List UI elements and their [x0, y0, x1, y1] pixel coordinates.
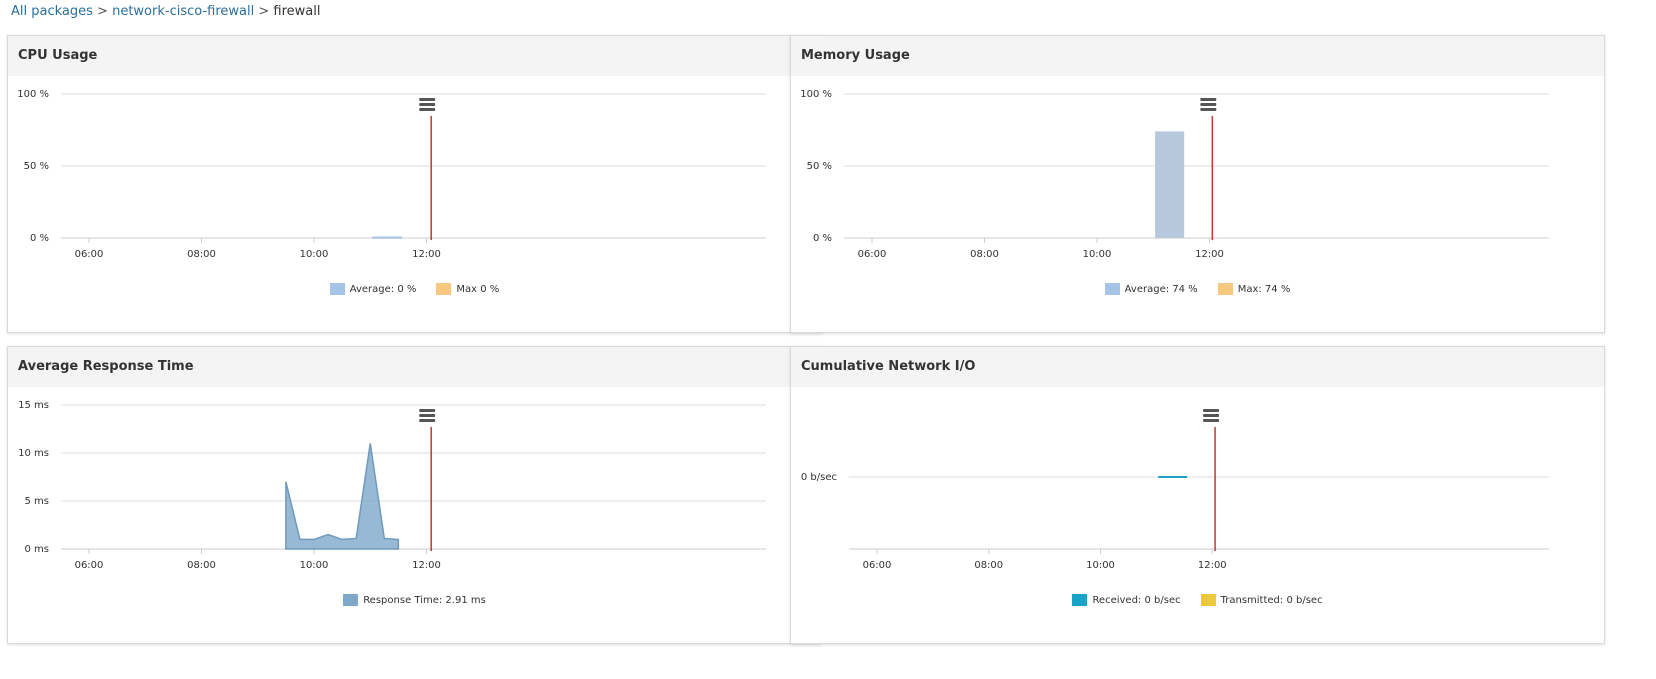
y-tick-label: 0 ms	[25, 544, 50, 555]
legend-swatch-average	[1104, 283, 1120, 295]
y-tick-label: 15 ms	[18, 400, 49, 411]
legend-swatch-response-time	[343, 594, 359, 606]
x-tick-label: 10:00	[1083, 249, 1112, 260]
hamburger-menu-bar	[419, 409, 436, 412]
legend-label-max: Max: 74 %	[1237, 283, 1291, 295]
memory-usage-panel: Memory Usage 0 % 50 % 100 % 06:00 08:00 10:00…	[790, 35, 1605, 333]
legend-item-response-time[interactable]: Response Time: 2.91 ms	[343, 594, 486, 606]
y-tick-label: 5 ms	[25, 496, 50, 507]
network-io-chart: 0 b/sec 06:00 08:00 10:00 12:00	[801, 407, 1549, 571]
x-tick-label: 06:00	[75, 560, 104, 571]
hamburger-menu-bar	[1200, 108, 1217, 111]
breadcrumb-separator: >	[258, 4, 270, 19]
hamburger-menu-bar	[419, 103, 436, 106]
x-tick-label: 12:00	[412, 560, 441, 571]
legend-label-received: Received: 0 b/sec	[1092, 594, 1181, 606]
hamburger-menu-icon[interactable]	[417, 407, 437, 425]
y-tick-label: 50 %	[807, 161, 832, 172]
chart-legend: Received: 0 b/sec Transmitted: 0 b/sec	[791, 594, 1604, 606]
legend-label-response-time: Response Time: 2.91 ms	[363, 594, 486, 606]
hamburger-menu-bar	[1203, 414, 1220, 417]
y-tick-label: 10 ms	[18, 448, 49, 459]
cpu-usage-chart: 0 % 50 % 100 % 06:00 08:00 10:00 12:00	[17, 89, 766, 260]
hamburger-menu-bar	[419, 414, 436, 417]
panel-title: Average Response Time	[8, 347, 821, 387]
chart-legend: Average: 0 % Max 0 %	[8, 283, 821, 295]
legend-swatch-max	[436, 283, 452, 295]
x-tick-label: 12:00	[412, 249, 441, 260]
x-tick-label: 12:00	[1198, 560, 1227, 571]
breadcrumb-separator: >	[97, 4, 108, 19]
hamburger-menu-icon[interactable]	[1201, 407, 1221, 425]
x-tick-label: 10:00	[1086, 560, 1115, 571]
series-area	[285, 443, 400, 550]
y-tick-label: 0 %	[30, 233, 49, 244]
memory-bar	[1155, 131, 1185, 238]
legend-swatch-max	[1217, 283, 1233, 295]
legend-swatch-average	[329, 283, 345, 295]
hamburger-menu-bar	[419, 98, 436, 101]
memory-usage-chart: 0 % 50 % 100 % 06:00 08:00 10:00 12:00	[800, 89, 1549, 260]
breadcrumb-current: firewall	[273, 4, 321, 19]
panel-title: Memory Usage	[791, 36, 1604, 76]
hamburger-menu-bar	[419, 108, 436, 111]
x-tick-label: 06:00	[75, 249, 104, 260]
x-tick-label: 08:00	[187, 249, 216, 260]
y-tick-label: 50 %	[24, 161, 49, 172]
legend-item-max[interactable]: Max: 74 %	[1217, 283, 1291, 295]
x-tick-label: 08:00	[187, 560, 216, 571]
y-tick-label: 100 %	[17, 89, 49, 100]
hamburger-menu-bar	[1203, 409, 1220, 412]
chart-legend: Response Time: 2.91 ms	[8, 594, 821, 606]
legend-label-max: Max 0 %	[456, 283, 500, 295]
panel-title: Cumulative Network I/O	[791, 347, 1604, 387]
panel-title: CPU Usage	[8, 36, 821, 76]
hamburger-menu-icon[interactable]	[1198, 96, 1218, 114]
legend-label-average: Average: 0 %	[349, 283, 417, 295]
y-tick-label: 0 %	[813, 233, 832, 244]
legend-item-transmitted[interactable]: Transmitted: 0 b/sec	[1200, 594, 1323, 606]
x-tick-label: 08:00	[974, 560, 1003, 571]
legend-item-average[interactable]: Average: 74 %	[1104, 283, 1198, 295]
hamburger-menu-bar	[1200, 103, 1217, 106]
chart-legend: Average: 74 % Max: 74 %	[791, 283, 1604, 295]
hamburger-menu-bar	[1203, 419, 1220, 422]
x-tick-label: 06:00	[858, 249, 887, 260]
hamburger-menu-bar	[419, 419, 436, 422]
hamburger-menu-icon[interactable]	[417, 96, 437, 114]
breadcrumb-package-link[interactable]: network-cisco-firewall	[112, 4, 255, 19]
y-tick-label: 100 %	[800, 89, 832, 100]
series-area	[372, 236, 402, 239]
y-tick-label: 0 b/sec	[801, 472, 837, 483]
x-tick-label: 10:00	[300, 249, 329, 260]
legend-item-received[interactable]: Received: 0 b/sec	[1072, 594, 1181, 606]
legend-label-transmitted: Transmitted: 0 b/sec	[1220, 594, 1323, 606]
cpu-usage-panel: CPU Usage 0 % 50 % 100 % 06:00 08:00 10:00 12:…	[7, 35, 822, 333]
x-tick-label: 08:00	[970, 249, 999, 260]
legend-swatch-received	[1072, 594, 1088, 606]
legend-swatch-transmitted	[1200, 594, 1216, 606]
network-io-panel: Cumulative Network I/O 0 b/sec 06:00 08:00…	[790, 346, 1605, 644]
legend-item-max[interactable]: Max 0 %	[436, 283, 499, 295]
x-tick-label: 10:00	[300, 560, 329, 571]
x-tick-label: 06:00	[863, 560, 892, 571]
response-time-chart: 0 ms 5 ms 10 ms 15 ms 06:00 08:00 10:00 12:00	[18, 400, 766, 571]
breadcrumb-all-packages-link[interactable]: All packages	[11, 4, 93, 19]
hamburger-menu-bar	[1200, 98, 1217, 101]
legend-label-average: Average: 74 %	[1124, 283, 1198, 295]
response-time-panel: Average Response Time 0 ms 5 ms 10 ms 15 ms…	[7, 346, 822, 644]
x-tick-label: 12:00	[1195, 249, 1224, 260]
legend-item-average[interactable]: Average: 0 %	[329, 283, 417, 295]
breadcrumb: All packages > network-cisco-firewall > …	[11, 4, 320, 19]
